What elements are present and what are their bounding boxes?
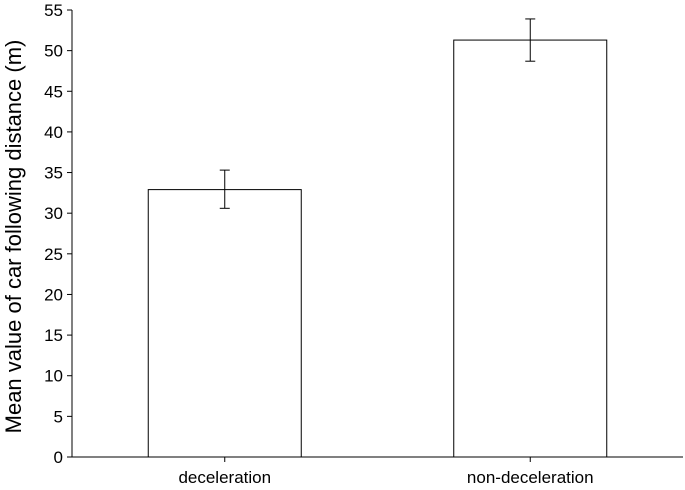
- y-axis-ticks: 0 5 10 15 20 25 30 35 40 45 50 55: [44, 1, 72, 467]
- y-tick-label: 50: [44, 42, 63, 61]
- error-bars: [219, 18, 536, 209]
- bar-non-deceleration: [453, 39, 608, 458]
- y-axis-title: Mean value of car following distance (m): [1, 40, 26, 434]
- y-tick-label: 55: [44, 1, 63, 20]
- x-axis-ticks: deceleration non-deceleration: [178, 457, 594, 487]
- bar-deceleration: [147, 189, 302, 458]
- x-tick-label: deceleration: [178, 468, 271, 487]
- y-tick-label: 10: [44, 367, 63, 386]
- y-tick-label: 5: [54, 407, 63, 426]
- y-tick-label: 0: [54, 448, 63, 467]
- y-tick-label: 15: [44, 326, 63, 345]
- y-tick-label: 35: [44, 164, 63, 183]
- x-tick-label: non-deceleration: [467, 468, 594, 487]
- y-tick-label: 40: [44, 123, 63, 142]
- y-tick-label: 30: [44, 204, 63, 223]
- y-tick-label: 45: [44, 82, 63, 101]
- y-tick-label: 20: [44, 285, 63, 304]
- bars: [147, 39, 608, 458]
- y-tick-label: 25: [44, 245, 63, 264]
